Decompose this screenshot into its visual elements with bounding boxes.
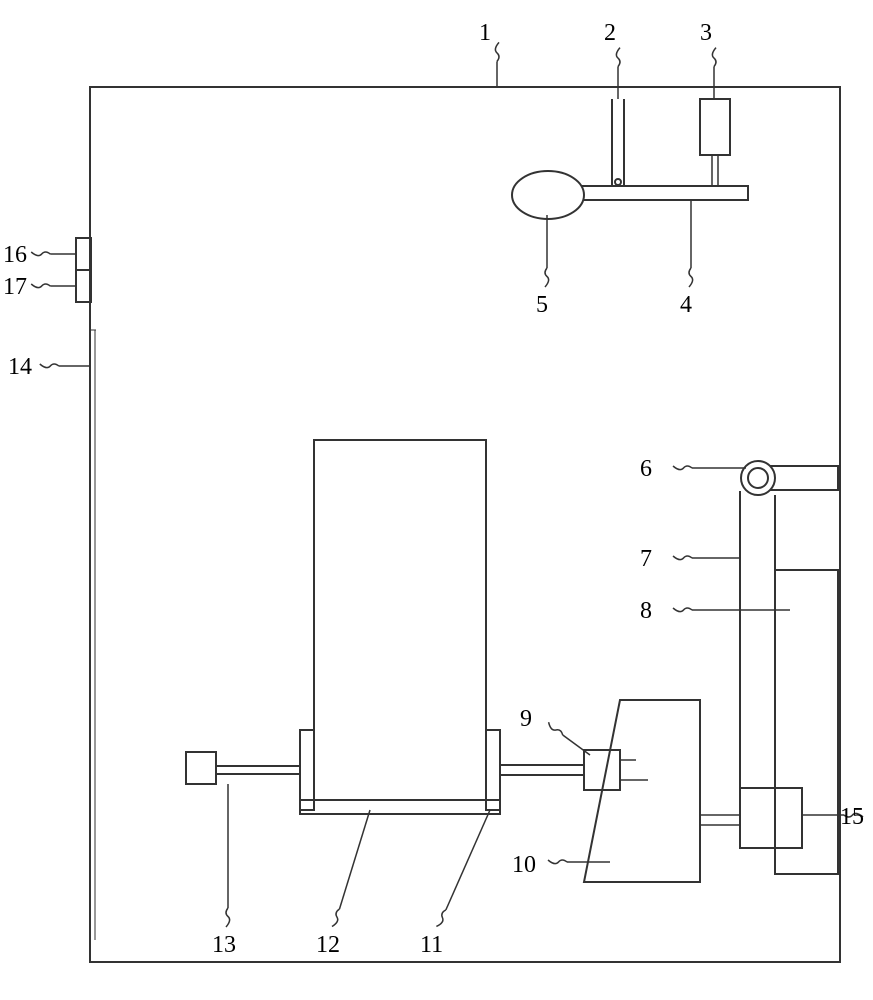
- leader-squiggle-4: [689, 268, 693, 287]
- label-15: 15: [840, 804, 864, 831]
- hanger-2-pin: [615, 179, 621, 185]
- label-11: 11: [420, 932, 443, 959]
- leader-squiggle-5: [545, 268, 549, 287]
- block-3: [700, 99, 730, 155]
- bracket-11-left: [300, 730, 314, 810]
- tab-16: [76, 238, 91, 270]
- label-6: 6: [640, 456, 652, 483]
- block-15: [740, 788, 802, 848]
- leader-11: [446, 810, 490, 910]
- label-5: 5: [536, 292, 548, 319]
- label-3: 3: [700, 20, 712, 47]
- label-2: 2: [604, 20, 616, 47]
- label-13: 13: [212, 932, 236, 959]
- leader-squiggle-7: [673, 556, 692, 560]
- label-14: 14: [8, 354, 32, 381]
- label-9: 9: [520, 706, 532, 733]
- leader-squiggle-2: [616, 48, 620, 67]
- column-12: [314, 440, 486, 800]
- leader-squiggle-17: [31, 284, 50, 288]
- label-10: 10: [512, 852, 536, 879]
- label-8: 8: [640, 598, 652, 625]
- leader-squiggle-10: [548, 860, 567, 864]
- leader-squiggle-16: [31, 252, 50, 256]
- leader-9: [563, 735, 590, 755]
- leader-squiggle-1: [495, 42, 499, 61]
- label-12: 12: [316, 932, 340, 959]
- leader-squiggle-3: [712, 48, 716, 67]
- bracket-11-bottom: [300, 800, 500, 814]
- label-7: 7: [640, 546, 652, 573]
- label-16: 16: [3, 242, 27, 269]
- leader-squiggle-9: [549, 722, 563, 735]
- diagram-stage: 1234567891011121314151617: [0, 0, 873, 1000]
- bar-9: [584, 750, 620, 790]
- bracket-11-right: [486, 730, 500, 810]
- leader-squiggle-13: [226, 908, 230, 927]
- block-8: [775, 570, 838, 874]
- label-1: 1: [479, 20, 491, 47]
- diagram-svg: [0, 0, 873, 1000]
- leader-squiggle-11: [436, 910, 446, 927]
- leader-squiggle-8: [673, 608, 692, 612]
- tab-17: [76, 270, 91, 302]
- leader-squiggle-6: [673, 466, 692, 470]
- leader-squiggle-12: [332, 909, 340, 927]
- leader-12: [339, 810, 370, 909]
- label-4: 4: [680, 292, 692, 319]
- label-17: 17: [3, 274, 27, 301]
- ellipse-5: [512, 171, 584, 219]
- pulley-6-outer: [741, 461, 775, 495]
- block-13: [186, 752, 216, 784]
- outer-frame: [90, 87, 840, 962]
- leader-squiggle-14: [40, 364, 59, 368]
